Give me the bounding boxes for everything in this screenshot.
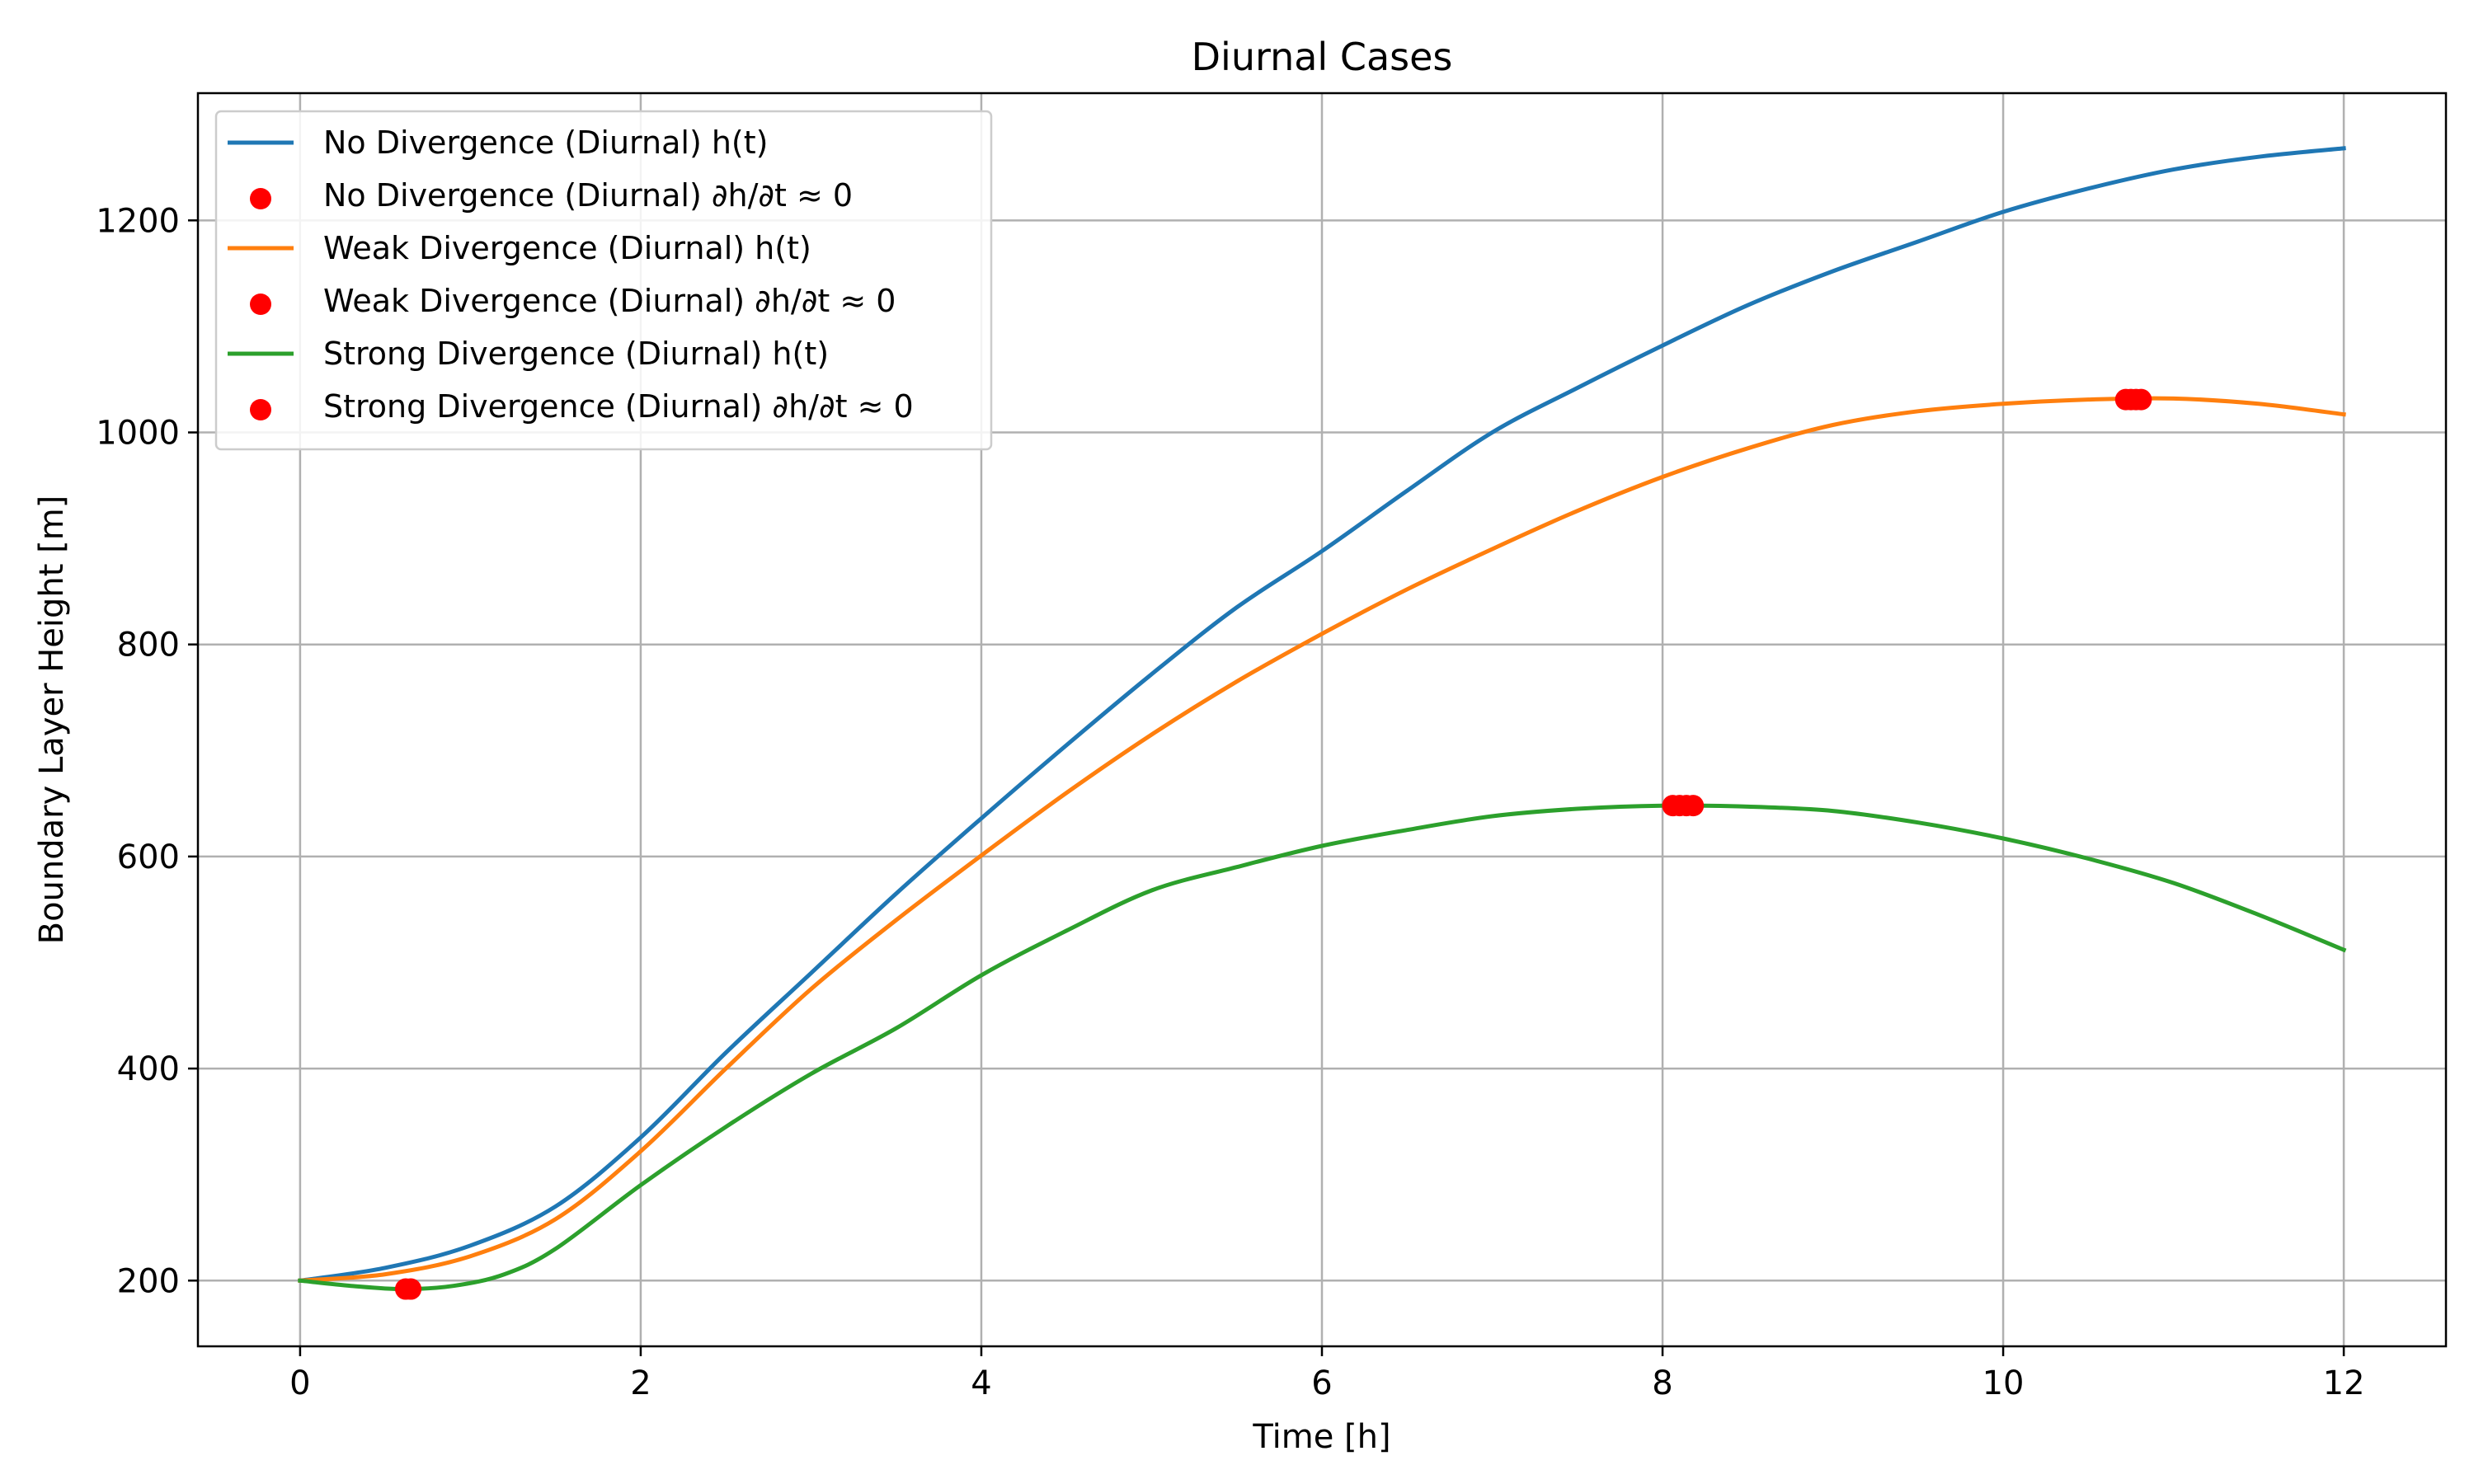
x-tick-label: 10 [1982, 1364, 2025, 1402]
y-tick-label: 1000 [96, 415, 180, 453]
legend-label: Weak Divergence (Diurnal) h(t) [323, 230, 811, 266]
legend-label: No Divergence (Diurnal) ∂h/∂t ≈ 0 [323, 177, 853, 214]
x-axis-label: Time [h] [1252, 1418, 1390, 1456]
y-tick-label: 1200 [96, 202, 180, 240]
zero-tendency-point [400, 1278, 422, 1300]
legend-label: Strong Divergence (Diurnal) ∂h/∂t ≈ 0 [323, 388, 914, 425]
y-tick-label: 200 [117, 1262, 180, 1300]
zero-tendency-point [2130, 388, 2152, 411]
series-line-strong-divergence-diurnal-h-t [298, 803, 2347, 1292]
x-tick-label: 2 [630, 1364, 651, 1402]
legend-label: Weak Divergence (Diurnal) ∂h/∂t ≈ 0 [323, 283, 896, 319]
x-axis: 0 2 4 6 8 10 12 [289, 1346, 2365, 1402]
y-axis-label: Boundary Layer Height [m] [33, 495, 71, 945]
x-tick-label: 6 [1311, 1364, 1332, 1402]
series-line-weak-divergence-diurnal-h-t [298, 396, 2346, 1283]
series-line-no-divergence-diurnal-h-t [298, 146, 2346, 1284]
series-layer [298, 146, 2347, 1300]
zero-tendency-point [1682, 795, 1705, 817]
x-tick-label: 0 [289, 1364, 310, 1402]
legend: No Divergence (Diurnal) h(t) No Divergenc… [214, 110, 993, 451]
legend-label: Strong Divergence (Diurnal) h(t) [323, 336, 829, 372]
x-tick-label: 8 [1652, 1364, 1672, 1402]
y-axis: 200 400 600 800 1000 1200 [96, 202, 198, 1300]
x-tick-label: 4 [971, 1364, 991, 1402]
x-tick-label: 12 [2323, 1364, 2365, 1402]
y-tick-label: 400 [117, 1050, 180, 1088]
chart-title: Diurnal Cases [1192, 35, 1453, 79]
legend-marker-swatch [250, 188, 271, 209]
legend-marker-swatch [250, 399, 271, 420]
y-tick-label: 600 [117, 838, 180, 876]
legend-box [214, 110, 993, 451]
y-tick-label: 800 [117, 627, 180, 665]
legend-marker-swatch [250, 294, 271, 315]
legend-label: No Divergence (Diurnal) h(t) [323, 124, 768, 161]
